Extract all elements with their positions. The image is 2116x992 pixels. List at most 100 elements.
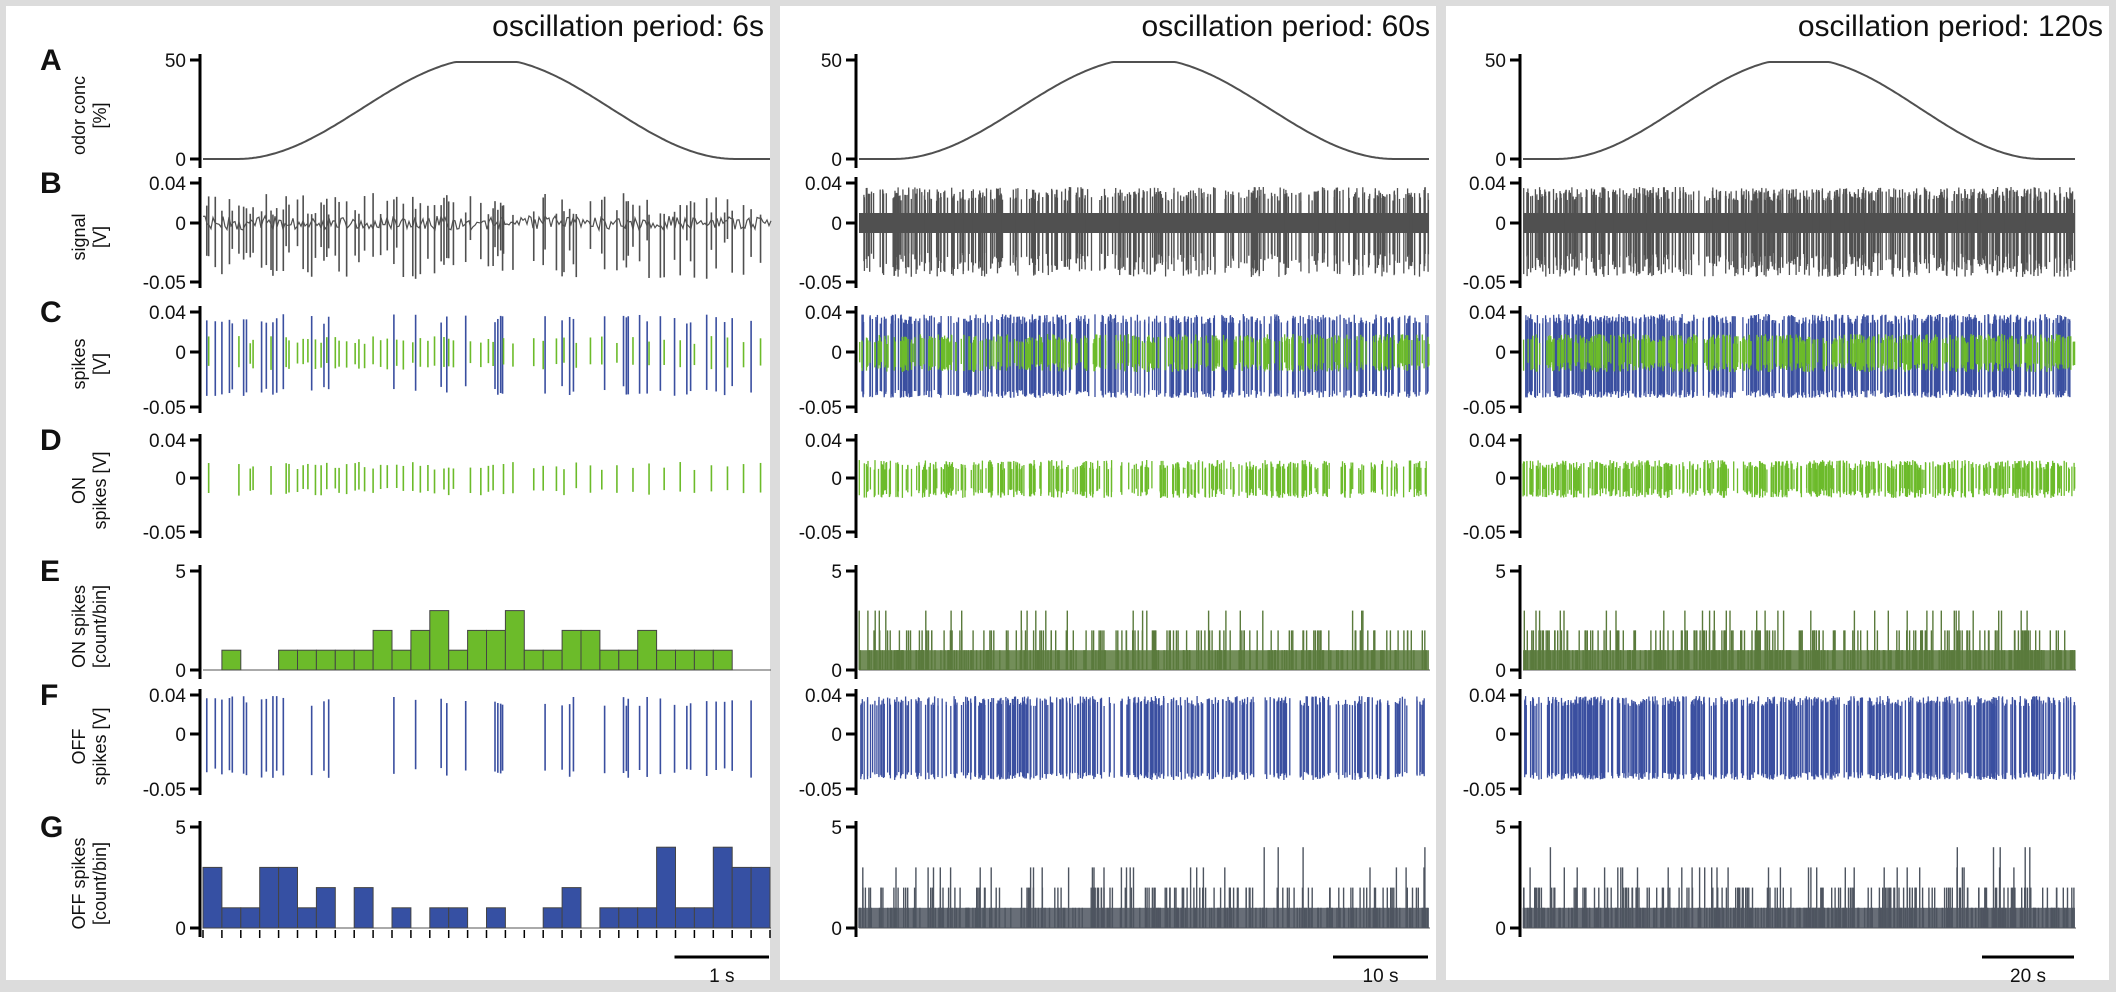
scale-bar-label: 1 s [709,966,734,987]
on-hist-bar [486,629,506,671]
on-hist-bar [523,649,544,671]
column-panel-bg [6,6,770,980]
off-hist-bar [315,887,336,929]
on-hist-bar [618,649,639,671]
on-hist-bar [391,649,412,671]
y-tick-label: 0 [175,214,186,235]
y-axis-label-line: ON [69,477,89,504]
row-D: 0.04 0 -0.05 [799,431,1427,544]
row-F: F OFFspikes [V] 0.04 0 -0.05 [40,679,752,801]
y-tick-label: -0.05 [1463,273,1506,294]
y-axis-label: OFF spikes[count/bin] [69,837,110,929]
y-tick-label: -0.05 [799,398,842,419]
on-hist-bar [334,649,355,671]
row-B: 0.04 0 -0.05 [799,174,1430,294]
y-tick-label: 0 [175,661,186,682]
y-tick-label: 5 [175,562,186,583]
off-hist-bar [542,907,563,929]
y-tick-label: 0 [175,919,186,940]
off-hist-bar [202,866,223,929]
y-tick-label: 0.04 [149,686,186,707]
y-axis-label-line: spikes [V] [90,707,110,785]
off-hist-bar [297,907,317,929]
y-tick-label: 50 [821,51,842,72]
off-hist-bar [240,907,261,929]
row-C: 0.04 0 -0.05 [1463,303,2076,419]
y-tick-label: 0.04 [1469,431,1506,452]
on-hist-bar [278,649,299,671]
off-hist-bar [278,866,299,929]
panel-letter: F [40,679,58,712]
y-tick-label: -0.05 [143,398,186,419]
y-axis-label-line: ON spikes [69,585,89,668]
off-hist-bar [221,907,242,929]
off-hist-bar [637,907,658,929]
row-E: E ON spikes[count/bin] 5 0 [40,555,771,682]
y-axis-label: ONspikes [V] [69,451,110,529]
y-axis-label-line: signal [69,213,89,260]
y-tick-label: 5 [831,818,842,839]
y-tick-label: 0 [175,725,186,746]
on-hist-bar [637,629,658,671]
y-tick-label: 0.04 [1469,174,1506,195]
odor-concentration-line [203,61,770,160]
panel-letter: G [40,811,63,844]
y-tick-label: 0.04 [805,174,842,195]
panel-letter: B [40,167,62,200]
on-hist-bar [315,649,336,671]
y-tick-label: 50 [1485,51,1506,72]
row-A: 50 0 [821,51,1429,171]
panel-letter: E [40,555,60,588]
off-hist-bar [675,907,695,929]
row-A: 50 0 [1485,51,2075,171]
y-tick-label: 0 [831,725,842,746]
y-tick-label: 0 [831,661,842,682]
y-tick-label: -0.05 [799,523,842,544]
y-tick-label: 0 [1495,150,1506,171]
y-axis-label-line: odor conc [69,76,89,155]
off-hist-bar [448,907,469,929]
column-title: oscillation period: 120s [1798,10,2103,43]
scale-bar-label: 10 s [1363,966,1399,987]
off-hist-bar [712,846,733,929]
column-2: oscillation period: 60s5000.040-0.050.04… [780,6,1436,987]
column-title: oscillation period: 60s [1141,10,1430,43]
row-B: 0.04 0 -0.05 [1463,174,2076,294]
y-axis-label-line: [count/bin] [90,842,110,925]
on-hist-bar [372,629,393,671]
column-title: oscillation period: 6s [492,10,764,43]
off-hist-bar [429,907,450,929]
on-hist-bar [221,649,242,671]
y-tick-label: 0 [1495,469,1506,490]
y-tick-label: -0.05 [143,273,186,294]
row-C: 0.04 0 -0.05 [799,303,1430,419]
y-axis-label-line: spikes [V] [90,451,110,529]
on-hist-bar [675,649,695,671]
y-tick-label: 0 [831,469,842,490]
column-3: oscillation period: 120s5000.040-0.050.0… [1446,6,2109,987]
off-hist-bar [353,887,374,929]
y-axis-label: odor conc[%] [69,76,110,155]
off-hist-bar [561,887,582,929]
y-tick-label: 0 [175,469,186,490]
y-axis-label: spikes[V] [69,338,110,389]
y-tick-label: 0 [175,343,186,364]
y-tick-label: 0 [175,150,186,171]
off-hist-bar [486,907,506,929]
y-axis-label-line: spikes [69,338,89,389]
x-ticks [202,930,771,938]
y-tick-label: 0 [1495,343,1506,364]
y-axis-label: OFFspikes [V] [69,707,110,785]
on-hist-bar [580,629,601,671]
y-tick-label: 0.04 [149,174,186,195]
y-tick-label: 0.04 [1469,303,1506,324]
y-tick-label: 0 [831,919,842,940]
row-F: 0.04 0 -0.05 [799,686,1425,801]
y-axis-label-line: [V] [90,226,110,248]
y-axis-label: ON spikes[count/bin] [69,585,110,668]
